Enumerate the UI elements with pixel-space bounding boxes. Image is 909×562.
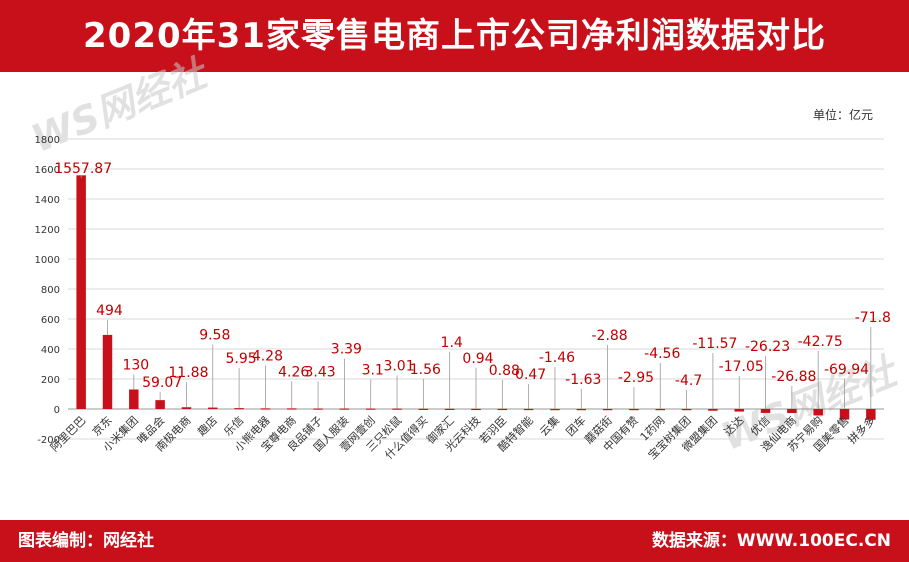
data-label: 1557.87 — [54, 161, 112, 177]
data-label: 59.07 — [142, 375, 182, 391]
footer-bar: 图表编制：网经社 数据来源：WWW.100EC.CN — [0, 520, 909, 562]
data-label: -4.56 — [644, 346, 680, 362]
bar-28 — [813, 409, 823, 416]
data-label: -11.57 — [692, 336, 737, 352]
data-label: 4.26 — [278, 364, 309, 380]
data-label: 11.88 — [168, 365, 208, 381]
data-label: 4.28 — [252, 348, 283, 364]
bar-25 — [734, 409, 744, 412]
y-tick-label: 1800 — [35, 135, 60, 146]
y-tick-label: 1400 — [35, 195, 60, 206]
y-tick-label: 600 — [41, 315, 60, 326]
data-label: -69.94 — [824, 362, 869, 378]
bar-27 — [787, 409, 797, 414]
y-tick-label: 200 — [41, 375, 60, 386]
bar-3 — [155, 400, 165, 409]
data-label: -42.75 — [798, 334, 843, 350]
bar-15 — [471, 408, 481, 411]
data-label: 130 — [122, 358, 149, 374]
bar-chart: -200 0 200 400 600 800 1000 1200 1400 1600 1800 155… — [35, 135, 891, 462]
bar-23 — [681, 409, 692, 411]
data-label: -2.88 — [591, 328, 627, 344]
bar-24 — [708, 409, 718, 411]
data-label: 3.39 — [331, 341, 362, 357]
y-tick-label: 1000 — [35, 255, 60, 266]
bar-11 — [365, 408, 376, 410]
data-label: 3.1 — [362, 363, 384, 379]
x-tick-label: 拼多多 — [845, 413, 878, 446]
bar-29 — [839, 409, 850, 420]
y-tick-label: -200 — [37, 435, 60, 446]
data-label: 9.58 — [199, 328, 230, 344]
y-tick-label: 1200 — [35, 225, 60, 236]
bar-1 — [102, 334, 113, 409]
y-tick-label: 0 — [54, 405, 60, 416]
data-label: 3.43 — [304, 364, 335, 380]
bar-26 — [760, 409, 771, 413]
data-label: 1.4 — [441, 335, 463, 351]
data-label: 0.94 — [462, 351, 493, 367]
bar-6 — [234, 408, 244, 410]
bar-5 — [208, 407, 218, 409]
data-label: -71.8 — [855, 310, 891, 326]
data-label: -4.7 — [675, 373, 702, 389]
data-label: 5.95 — [226, 351, 257, 367]
x-tick-label: 达达 — [722, 414, 747, 439]
bar-18 — [550, 409, 560, 411]
data-label: -26.88 — [771, 369, 816, 385]
data-label: -17.05 — [719, 359, 764, 375]
bar-7 — [260, 408, 271, 410]
bar-20 — [602, 409, 613, 411]
unit-label: 单位：亿元 — [812, 108, 873, 122]
bar-12 — [392, 408, 402, 410]
data-label: -2.95 — [618, 370, 654, 386]
bar-14 — [444, 408, 455, 410]
bar-19 — [576, 409, 587, 411]
footer-compiler: 图表编制：网经社 — [18, 531, 154, 551]
data-label: 0.47 — [515, 367, 546, 383]
footer-source: 数据来源：WWW.100EC.CN — [651, 531, 891, 551]
chart-title: 2020年31家零售电商上市公司净利润数据对比 — [83, 16, 826, 56]
y-tick-label: 800 — [41, 285, 60, 296]
bar-22 — [655, 409, 665, 411]
bar-13 — [418, 408, 429, 410]
title-bar: 2020年31家零售电商上市公司净利润数据对比 — [0, 0, 909, 72]
data-label: 3.01 — [383, 359, 414, 375]
bar-9 — [313, 408, 323, 410]
data-label: -26.23 — [745, 339, 790, 355]
data-label: 0.88 — [489, 363, 520, 379]
y-tick-label: 400 — [41, 345, 60, 356]
y-tick-label: 1600 — [35, 165, 60, 176]
data-label: 1.56 — [410, 362, 441, 378]
bar-30 — [866, 409, 876, 420]
bar-0 — [76, 175, 86, 409]
bar-4 — [181, 407, 192, 409]
x-tick-label: 云集 — [537, 413, 562, 438]
bar-21 — [629, 409, 639, 411]
bar-16 — [497, 408, 508, 411]
bar-8 — [287, 408, 297, 410]
data-label: -1.46 — [539, 350, 575, 366]
bar-10 — [339, 408, 350, 410]
data-label: 494 — [96, 303, 123, 319]
x-tick-label: 趣店 — [194, 413, 219, 438]
data-label: -1.63 — [565, 372, 601, 388]
bar-2 — [129, 389, 139, 409]
bar-17 — [523, 408, 534, 411]
